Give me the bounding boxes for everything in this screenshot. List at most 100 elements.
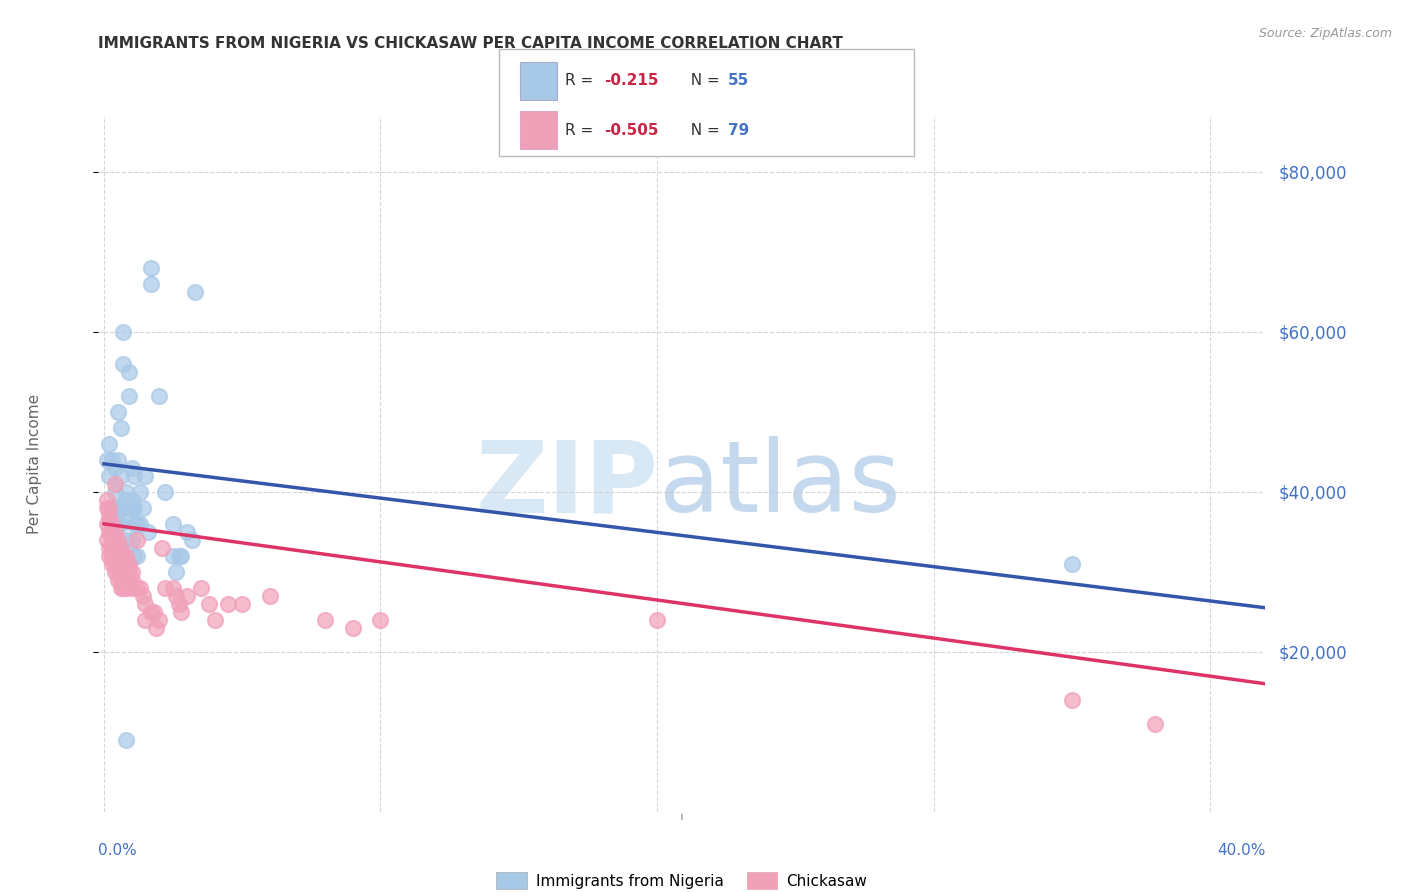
Point [101, 516, 124, 531]
Point [115, 508, 138, 523]
Text: ZIP: ZIP [475, 436, 658, 533]
Point [1060, 557, 1083, 571]
Text: R =: R = [565, 73, 603, 88]
Point [96, 500, 118, 515]
Point [118, 365, 141, 379]
Text: N =: N = [681, 122, 724, 137]
Point [110, 421, 132, 435]
Point [121, 533, 143, 547]
Point [98, 549, 121, 563]
Point [167, 549, 190, 563]
Point [121, 581, 143, 595]
Point [165, 565, 187, 579]
Point [134, 468, 156, 483]
Point [645, 613, 668, 627]
Point [115, 549, 138, 563]
Point [181, 533, 204, 547]
Point [112, 557, 135, 571]
Point [121, 460, 143, 475]
Point [107, 533, 129, 547]
Point [112, 573, 135, 587]
Point [142, 605, 165, 619]
Point [110, 557, 132, 571]
Point [115, 484, 138, 499]
Point [96, 453, 118, 467]
Point [150, 541, 173, 555]
Point [198, 597, 221, 611]
Point [112, 357, 135, 371]
Point [107, 500, 129, 515]
Point [139, 605, 162, 619]
Text: IMMIGRANTS FROM NIGERIA VS CHICKASAW PER CAPITA INCOME CORRELATION CHART: IMMIGRANTS FROM NIGERIA VS CHICKASAW PER… [98, 36, 844, 51]
Point [110, 468, 132, 483]
Point [170, 605, 193, 619]
Point [107, 565, 129, 579]
Point [121, 565, 143, 579]
Point [112, 325, 135, 339]
Text: -0.215: -0.215 [605, 73, 659, 88]
Point [110, 565, 132, 579]
Point [153, 581, 176, 595]
Point [107, 549, 129, 563]
Text: 79: 79 [728, 122, 749, 137]
Point [129, 581, 152, 595]
Point [127, 581, 149, 595]
Legend: Immigrants from Nigeria, Chickasaw: Immigrants from Nigeria, Chickasaw [488, 863, 876, 892]
Point [148, 389, 170, 403]
Point [259, 589, 281, 603]
Text: R =: R = [565, 122, 599, 137]
Point [118, 557, 141, 571]
Point [98, 500, 121, 515]
Point [96, 533, 118, 547]
Point [107, 557, 129, 571]
Point [124, 516, 146, 531]
Point [1143, 716, 1166, 731]
Point [112, 581, 135, 595]
Point [115, 565, 138, 579]
Point [121, 573, 143, 587]
Point [118, 565, 141, 579]
Point [101, 453, 124, 467]
Point [104, 565, 127, 579]
Point [101, 557, 124, 571]
Point [107, 405, 129, 419]
Text: -0.505: -0.505 [605, 122, 659, 137]
Point [139, 277, 162, 291]
Point [115, 573, 138, 587]
Point [131, 500, 153, 515]
Point [162, 581, 184, 595]
Point [101, 549, 124, 563]
Point [104, 516, 127, 531]
Point [124, 468, 146, 483]
Point [101, 541, 124, 555]
Point [121, 500, 143, 515]
Point [118, 500, 141, 515]
Point [110, 500, 132, 515]
Point [118, 389, 141, 403]
Point [110, 541, 132, 555]
Point [148, 613, 170, 627]
Point [127, 516, 149, 531]
Point [115, 533, 138, 547]
Point [176, 589, 198, 603]
Point [314, 613, 336, 627]
Text: Per Capita Income: Per Capita Income [27, 393, 42, 534]
Point [153, 484, 176, 499]
Point [127, 549, 149, 563]
Point [107, 453, 129, 467]
Point [121, 492, 143, 507]
Point [107, 573, 129, 587]
Text: 0.0%: 0.0% [98, 843, 138, 858]
Point [131, 589, 153, 603]
Point [104, 460, 127, 475]
Point [190, 581, 212, 595]
Point [101, 524, 124, 539]
Point [167, 597, 190, 611]
Point [145, 621, 167, 635]
Point [129, 516, 152, 531]
Point [98, 437, 121, 451]
Point [184, 285, 207, 299]
Point [101, 500, 124, 515]
Point [115, 581, 138, 595]
Point [124, 500, 146, 515]
